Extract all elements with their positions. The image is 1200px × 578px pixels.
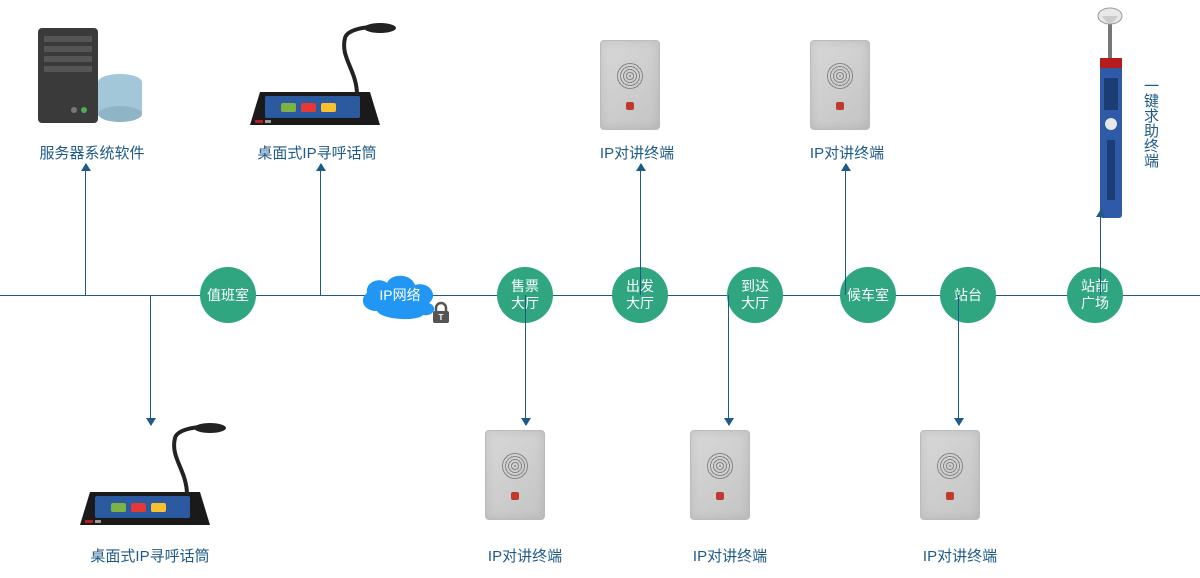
connector-line <box>640 164 641 295</box>
arrow-icon <box>1096 209 1106 217</box>
network-bus <box>0 295 1200 296</box>
network-diagram: 值班室售票大厅出发大厅到达大厅候车室站台站前广场 IP网络T 服务器系统软件 桌… <box>0 0 1200 578</box>
device-label: 服务器系统软件 <box>17 142 167 163</box>
arrow-icon <box>954 418 964 426</box>
sos-pole-icon <box>1070 0 1150 225</box>
arrow-icon <box>146 418 156 426</box>
connector-line <box>845 164 846 295</box>
arrow-icon <box>81 163 91 171</box>
node-waiting: 候车室 <box>840 267 896 323</box>
connector-line <box>1100 210 1101 295</box>
connector-line <box>85 164 86 295</box>
device-label: IP对讲终端 <box>880 545 1040 566</box>
device-label: 桌面式IP寻呼话筒 <box>242 142 392 163</box>
intercom-icon <box>485 430 545 520</box>
intercom-icon <box>600 40 660 130</box>
device-label: IP对讲终端 <box>445 545 605 566</box>
device-label: 桌面式IP寻呼话筒 <box>70 545 230 566</box>
node-arrive: 到达大厅 <box>727 267 783 323</box>
svg-text:T: T <box>439 313 444 322</box>
intercom-icon <box>810 40 870 130</box>
node-square: 站前广场 <box>1067 267 1123 323</box>
lock-icon: T <box>430 301 446 319</box>
device-label: 一键求助终端 <box>1140 78 1161 168</box>
device-label: IP对讲终端 <box>650 545 810 566</box>
arrow-icon <box>724 418 734 426</box>
node-duty: 值班室 <box>200 267 256 323</box>
connector-line <box>525 295 526 425</box>
intercom-icon <box>690 430 750 520</box>
connector-line <box>150 295 151 425</box>
arrow-icon <box>316 163 326 171</box>
arrow-icon <box>521 418 531 426</box>
arrow-icon <box>636 163 646 171</box>
intercom-icon <box>920 430 980 520</box>
connector-line <box>728 295 729 425</box>
desktop-mic-icon <box>225 20 405 135</box>
arrow-icon <box>841 163 851 171</box>
connector-line <box>958 295 959 425</box>
desktop-mic-icon <box>55 420 235 535</box>
connector-line <box>320 164 321 295</box>
node-platform: 站台 <box>940 267 996 323</box>
server-icon <box>30 20 150 130</box>
device-label: IP对讲终端 <box>772 142 922 163</box>
device-label: IP对讲终端 <box>562 142 712 163</box>
